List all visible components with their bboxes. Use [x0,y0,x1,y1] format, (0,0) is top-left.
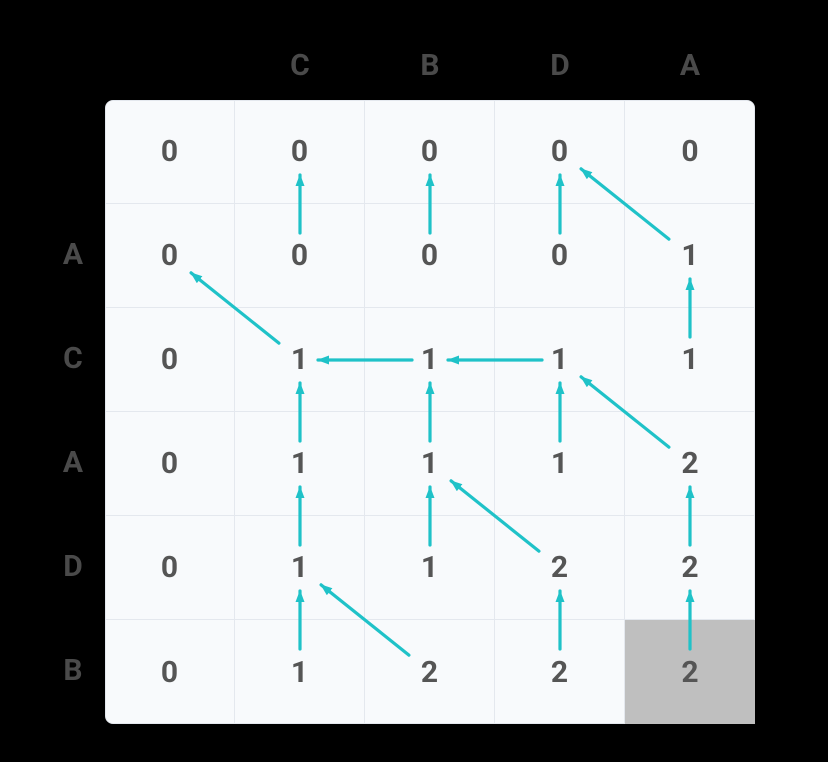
table-cell: 0 [625,100,755,204]
col-header: D [495,48,625,83]
col-header: C [235,48,365,83]
table-cell: 0 [105,412,235,516]
col-header: A [625,48,755,83]
table-cell: 1 [495,308,625,412]
table-cell: 2 [495,516,625,620]
row-header: D [58,549,88,584]
lcs-diagram: CBDAACADB 000000000101111011120112201222 [0,0,828,762]
table-cell: 0 [105,516,235,620]
table-cell: 1 [365,412,495,516]
table-cell: 2 [365,620,495,724]
table-cell: 2 [625,620,755,724]
table-cell: 0 [105,100,235,204]
table-cell: 2 [625,516,755,620]
row-header: A [58,237,88,272]
table-cell: 0 [235,204,365,308]
table-cell: 0 [495,204,625,308]
table-cell: 2 [625,412,755,516]
table-cell: 0 [235,100,365,204]
table-cell: 1 [495,412,625,516]
col-header: B [365,48,495,83]
table-cell: 0 [105,204,235,308]
table-cell: 1 [235,516,365,620]
table-cell: 0 [365,204,495,308]
table-cell: 0 [105,308,235,412]
row-header: B [58,653,88,688]
table-cell: 0 [495,100,625,204]
table-cell: 1 [365,308,495,412]
table-cell: 1 [235,412,365,516]
table-cell: 1 [625,308,755,412]
table-cell: 0 [105,620,235,724]
table-cell: 0 [365,100,495,204]
row-header: C [58,341,88,376]
table-cell: 2 [495,620,625,724]
table-cell: 1 [235,308,365,412]
table-cell: 1 [625,204,755,308]
table-cell: 1 [365,516,495,620]
row-header: A [58,445,88,480]
table-cell: 1 [235,620,365,724]
